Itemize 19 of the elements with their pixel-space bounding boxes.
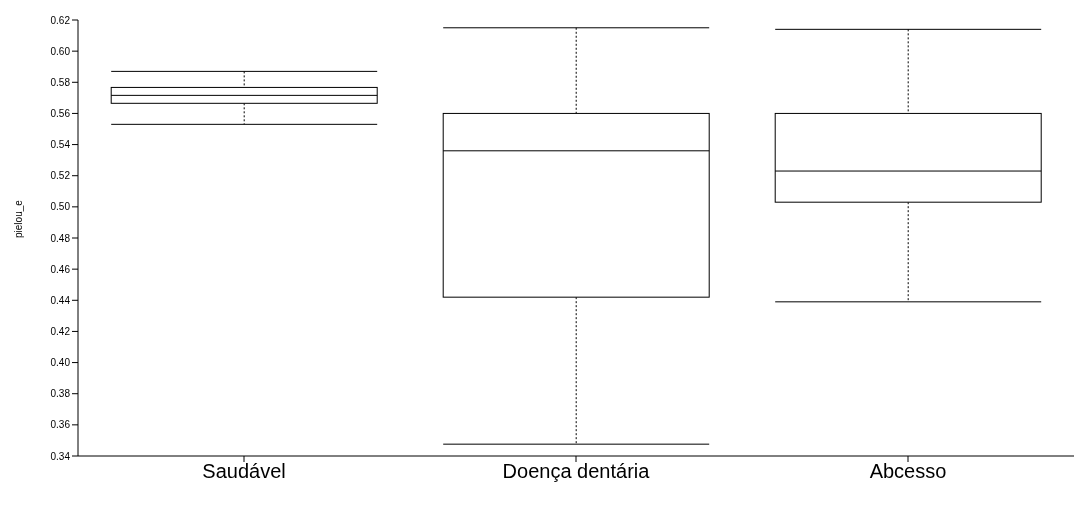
y-tick-label: 0.56 <box>50 107 71 119</box>
x-tick-label: Doença dentária <box>502 460 651 483</box>
y-tick-label: 0.48 <box>50 232 71 244</box>
y-tick-label: 0.46 <box>50 263 71 275</box>
y-tick-label: 0.36 <box>50 419 71 431</box>
y-tick-label: 0.42 <box>50 325 71 337</box>
y-axis-title: pielou_e <box>12 199 24 238</box>
y-tick-label: 0.54 <box>50 139 71 151</box>
y-tick-label: 0.50 <box>50 201 71 213</box>
y-tick-label: 0.34 <box>50 450 71 462</box>
y-tick-label: 0.60 <box>50 45 71 57</box>
y-tick-label: 0.52 <box>50 170 71 182</box>
x-tick-label: Saudável <box>202 460 286 483</box>
x-tick-label: Abcesso <box>869 460 947 483</box>
y-tick-label: 0.62 <box>50 14 71 26</box>
y-tick-label: 0.40 <box>50 357 71 369</box>
y-tick-label: 0.38 <box>50 388 71 400</box>
y-tick-label: 0.58 <box>50 76 71 88</box>
y-tick-label: 0.44 <box>50 294 71 306</box>
